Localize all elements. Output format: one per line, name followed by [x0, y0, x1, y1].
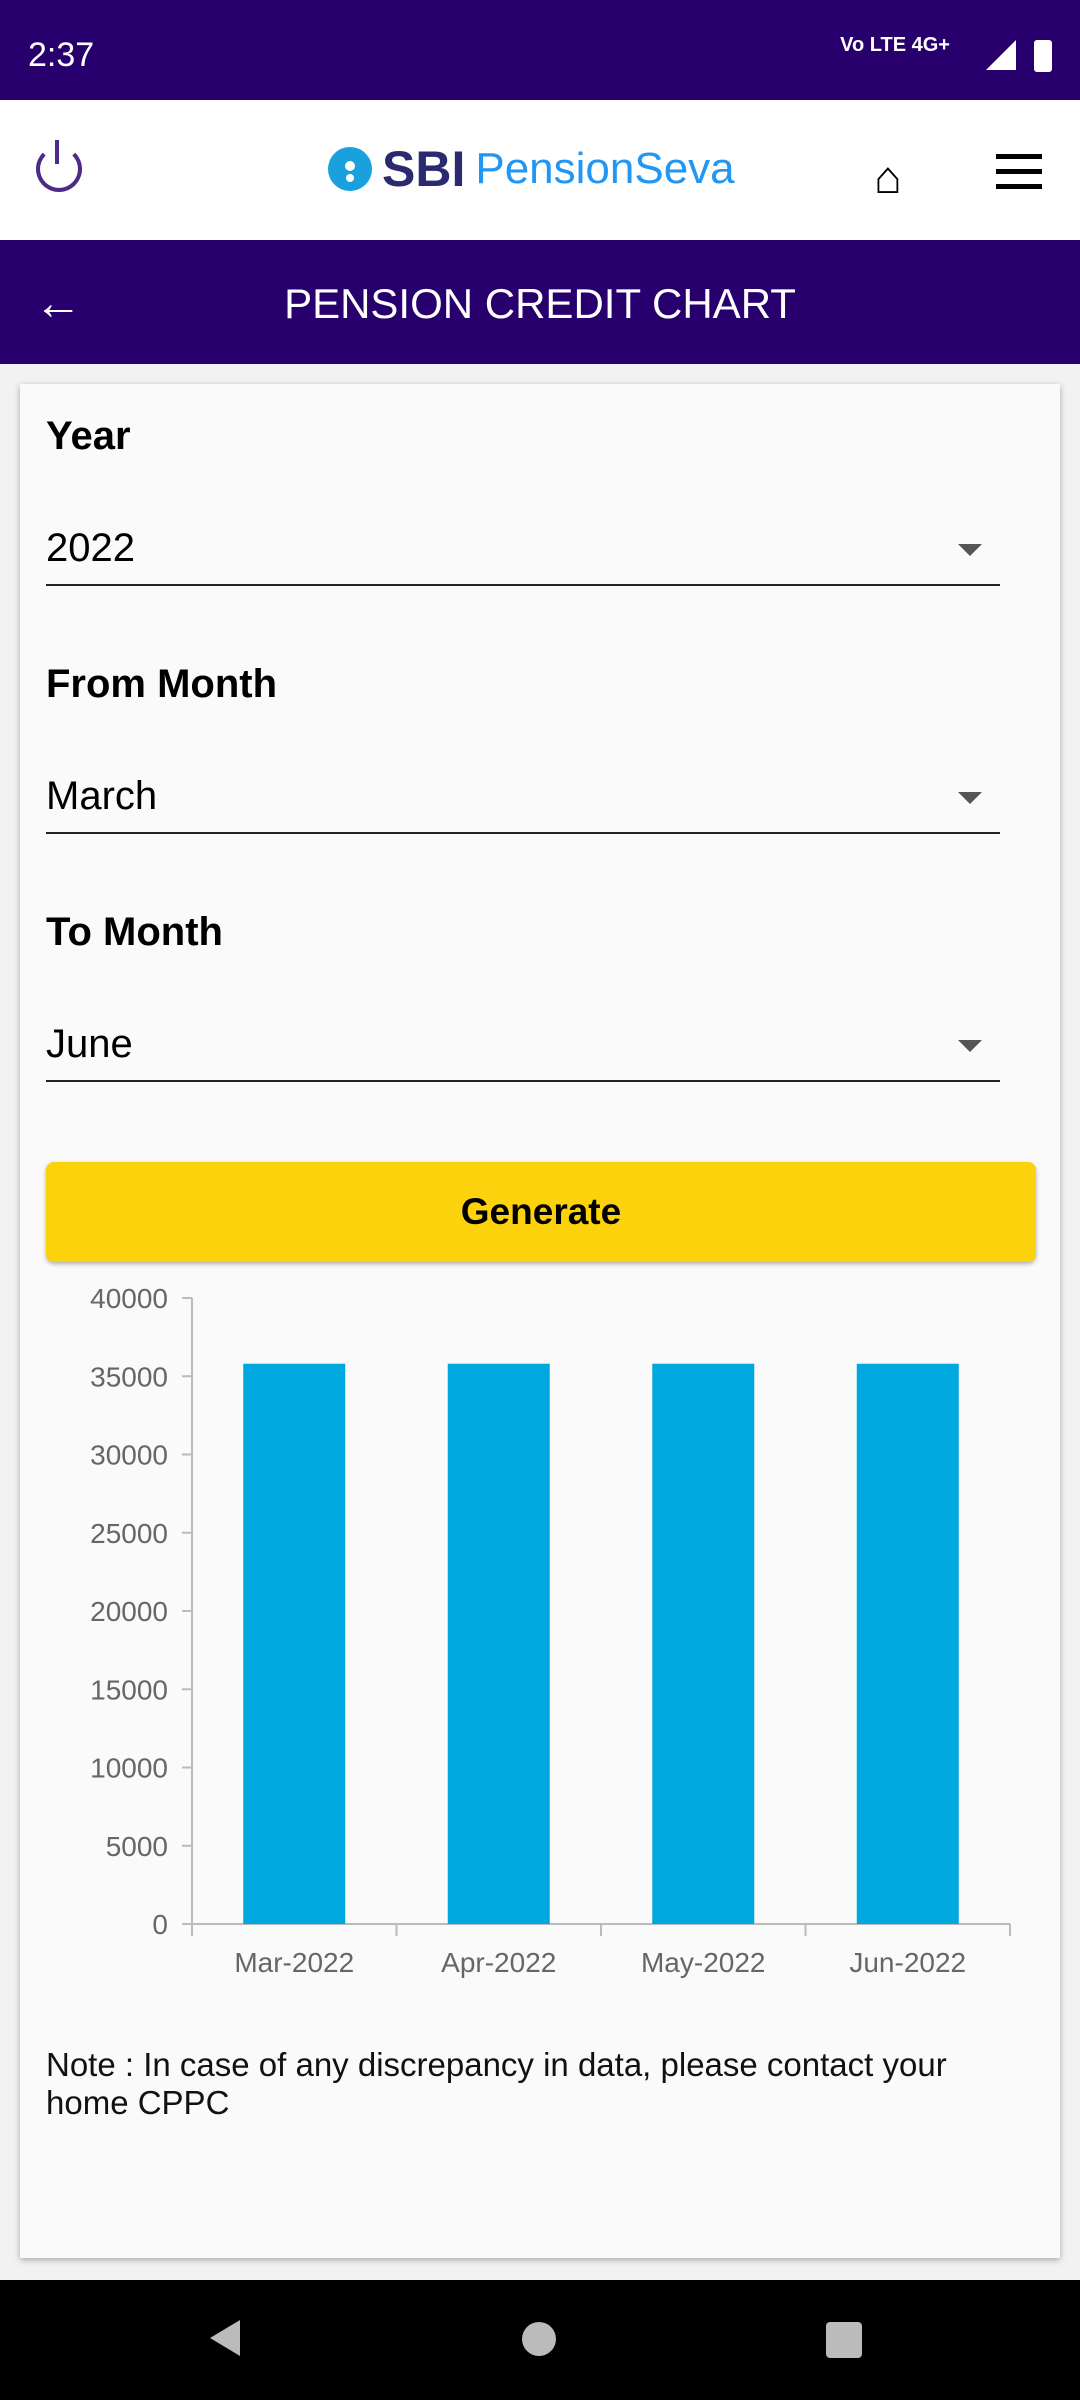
- from-month-dropdown[interactable]: March: [46, 764, 1000, 834]
- to-month-label: To Month: [46, 910, 223, 954]
- year-label: Year: [46, 414, 131, 458]
- dropdown-arrow-icon: [958, 1040, 982, 1052]
- dropdown-arrow-icon: [958, 544, 982, 556]
- x-tick-label: May-2022: [641, 1947, 766, 1978]
- to-month-dropdown[interactable]: June: [46, 1012, 1000, 1082]
- network-indicator: Vo LTE 4G+: [840, 34, 950, 56]
- logo-name-text: PensionSeva: [475, 144, 735, 193]
- x-tick-label: Apr-2022: [441, 1947, 556, 1978]
- y-tick-label: 15000: [90, 1674, 168, 1705]
- bar: [243, 1363, 346, 1924]
- x-tick-label: Mar-2022: [234, 1947, 354, 1978]
- dropdown-arrow-icon: [958, 792, 982, 804]
- page-title: PENSION CREDIT CHART: [284, 280, 796, 327]
- bar: [856, 1363, 959, 1924]
- power-icon[interactable]: [36, 140, 82, 192]
- logo-sbi-text: SBI: [382, 141, 466, 197]
- nav-back-icon[interactable]: [210, 2320, 240, 2356]
- title-bar: ← PENSION CREDIT CHART: [0, 240, 1080, 364]
- y-tick-label: 40000: [90, 1283, 168, 1314]
- signal-icon: [986, 40, 1016, 70]
- nav-home-icon[interactable]: [522, 2322, 556, 2356]
- generate-button[interactable]: Generate: [46, 1162, 1036, 1262]
- clock: 2:37: [28, 36, 95, 74]
- to-month-value: June: [46, 1022, 133, 1066]
- year-value: 2022: [46, 526, 135, 570]
- note-text: Note : In case of any discrepancy in dat…: [46, 2046, 947, 2121]
- sbi-logo: SBI PensionSeva: [328, 140, 735, 198]
- home-icon[interactable]: ⌂: [874, 151, 902, 203]
- menu-icon[interactable]: [996, 154, 1042, 199]
- app-header: SBI PensionSeva ⌂: [0, 100, 1080, 240]
- y-tick-label: 25000: [90, 1518, 168, 1549]
- y-tick-label: 30000: [90, 1440, 168, 1471]
- y-tick-label: 5000: [106, 1831, 168, 1862]
- y-tick-label: 0: [152, 1909, 168, 1940]
- y-tick-label: 35000: [90, 1361, 168, 1392]
- y-tick-label: 20000: [90, 1596, 168, 1627]
- bar: [447, 1363, 550, 1924]
- sbi-logo-mark: [328, 147, 372, 191]
- y-tick-label: 10000: [90, 1753, 168, 1784]
- year-dropdown[interactable]: 2022: [46, 516, 1000, 586]
- from-month-value: March: [46, 774, 158, 818]
- bar: [652, 1363, 755, 1924]
- nav-recents-icon[interactable]: [826, 2322, 862, 2358]
- chart-card: Year 2022 From Month March To Month June…: [20, 384, 1060, 2258]
- from-month-label: From Month: [46, 662, 278, 706]
- system-nav-bar: [0, 2280, 1080, 2400]
- x-tick-label: Jun-2022: [849, 1947, 966, 1978]
- back-arrow-icon[interactable]: ←: [34, 277, 82, 330]
- battery-icon: [1034, 40, 1052, 72]
- status-bar: 2:37 Vo LTE 4G+: [0, 0, 1080, 100]
